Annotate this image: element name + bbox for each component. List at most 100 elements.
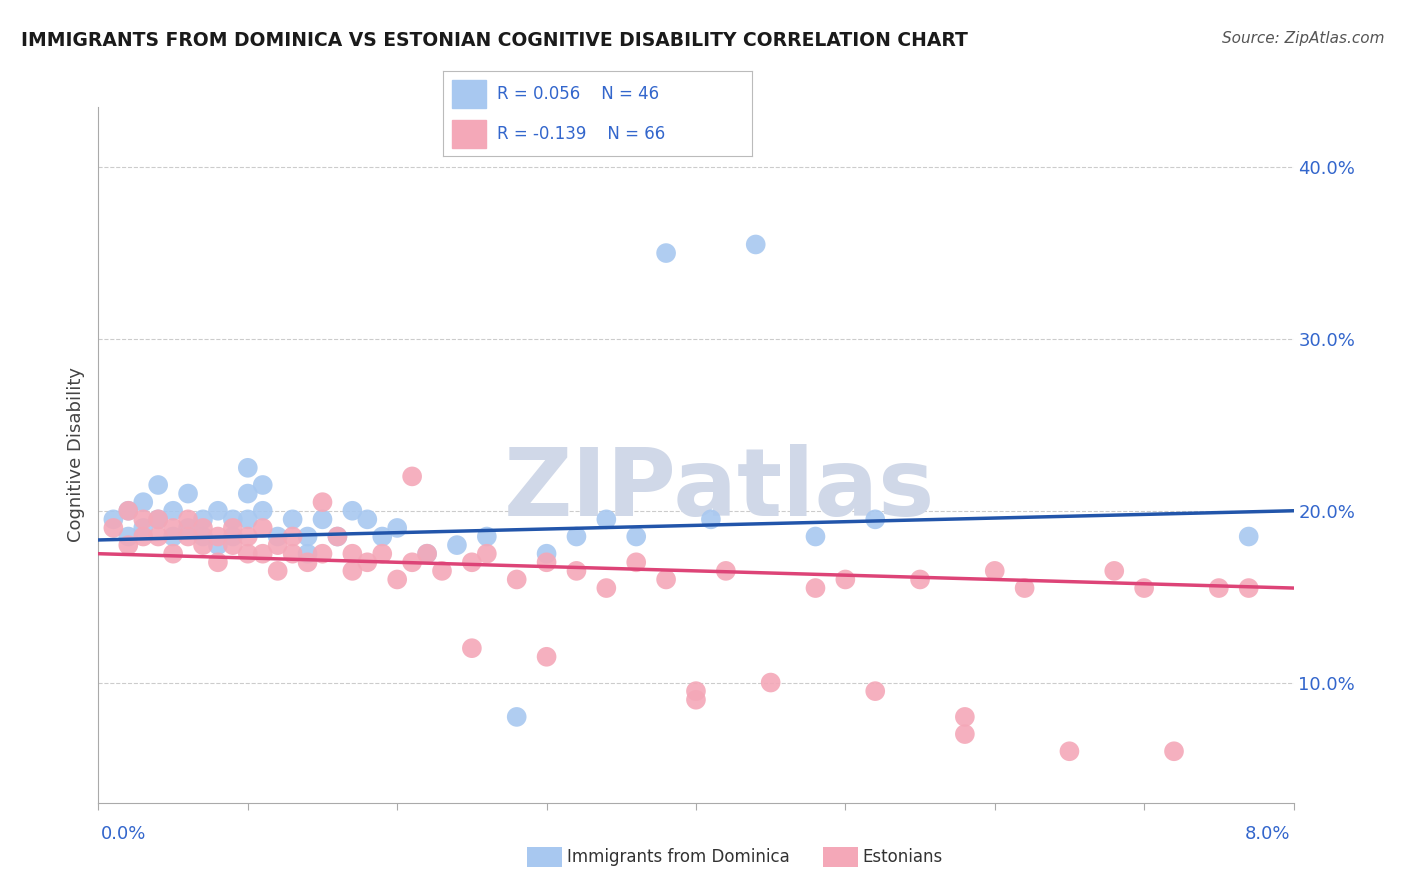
Point — [162, 504, 184, 518]
Point — [148, 512, 170, 526]
Point — [1237, 581, 1260, 595]
Point — [416, 547, 439, 561]
Point — [371, 529, 394, 543]
Point — [953, 727, 976, 741]
Point — [267, 538, 290, 552]
Point — [385, 573, 409, 587]
Point — [191, 521, 214, 535]
Point — [475, 529, 498, 543]
Point — [267, 529, 290, 543]
Point — [401, 555, 423, 569]
Point — [311, 512, 333, 526]
Bar — [453, 80, 486, 108]
Point — [222, 512, 245, 526]
Point — [342, 547, 364, 561]
Point — [714, 564, 737, 578]
Point — [1102, 564, 1125, 578]
Point — [1059, 744, 1081, 758]
Point — [700, 512, 723, 526]
Point — [132, 512, 155, 526]
Point — [252, 504, 274, 518]
Point — [311, 547, 333, 561]
Point — [356, 555, 378, 569]
Point — [475, 547, 498, 561]
Point — [565, 529, 588, 543]
Point — [236, 460, 259, 475]
Point — [983, 564, 1005, 578]
Point — [863, 512, 886, 526]
Point — [356, 512, 378, 526]
Point — [148, 478, 170, 492]
Point — [342, 504, 364, 518]
Point — [281, 512, 304, 526]
Point — [804, 529, 827, 543]
Text: ZIPatlas: ZIPatlas — [505, 443, 935, 536]
Point — [236, 512, 259, 526]
Point — [281, 529, 304, 543]
Point — [834, 573, 856, 587]
Text: R = -0.139    N = 66: R = -0.139 N = 66 — [498, 125, 665, 143]
Y-axis label: Cognitive Disability: Cognitive Disability — [67, 368, 86, 542]
Point — [222, 538, 245, 552]
Point — [804, 581, 827, 595]
Point — [401, 469, 423, 483]
Text: 0.0%: 0.0% — [101, 825, 146, 843]
Point — [267, 564, 290, 578]
Point — [461, 555, 484, 569]
Point — [222, 529, 245, 543]
Point — [236, 486, 259, 500]
Point — [416, 547, 439, 561]
Point — [430, 564, 453, 578]
Point — [1133, 581, 1156, 595]
Point — [117, 504, 139, 518]
Point — [342, 564, 364, 578]
Point — [207, 504, 229, 518]
Point — [103, 512, 125, 526]
Point — [1208, 581, 1230, 595]
Point — [117, 504, 139, 518]
Point — [595, 581, 617, 595]
Point — [191, 538, 214, 552]
Text: IMMIGRANTS FROM DOMINICA VS ESTONIAN COGNITIVE DISABILITY CORRELATION CHART: IMMIGRANTS FROM DOMINICA VS ESTONIAN COG… — [21, 31, 967, 50]
Point — [655, 246, 678, 260]
Point — [236, 529, 259, 543]
Point — [371, 547, 394, 561]
Point — [655, 573, 678, 587]
Point — [297, 529, 319, 543]
Point — [759, 675, 782, 690]
Point — [103, 521, 125, 535]
Point — [536, 649, 558, 664]
Point — [177, 521, 200, 535]
Point — [1163, 744, 1185, 758]
Point — [1237, 529, 1260, 543]
Point — [177, 529, 200, 543]
Point — [191, 512, 214, 526]
Bar — [453, 120, 486, 147]
Point — [446, 538, 468, 552]
Point — [506, 573, 529, 587]
Point — [685, 692, 707, 706]
Point — [177, 512, 200, 526]
Point — [252, 521, 274, 535]
Point — [745, 237, 768, 252]
Point — [117, 538, 139, 552]
Point — [297, 547, 319, 561]
Point — [252, 547, 274, 561]
Point — [207, 555, 229, 569]
Point — [132, 495, 155, 509]
Point — [162, 547, 184, 561]
Text: Immigrants from Dominica: Immigrants from Dominica — [567, 848, 789, 866]
Point — [624, 555, 647, 569]
Point — [177, 486, 200, 500]
Point — [162, 529, 184, 543]
Point — [162, 521, 184, 535]
Point — [222, 521, 245, 535]
Point — [863, 684, 886, 698]
Point — [311, 495, 333, 509]
Point — [132, 521, 155, 535]
Text: R = 0.056    N = 46: R = 0.056 N = 46 — [498, 85, 659, 103]
Point — [252, 478, 274, 492]
Point — [595, 512, 617, 526]
Point — [565, 564, 588, 578]
Point — [132, 529, 155, 543]
